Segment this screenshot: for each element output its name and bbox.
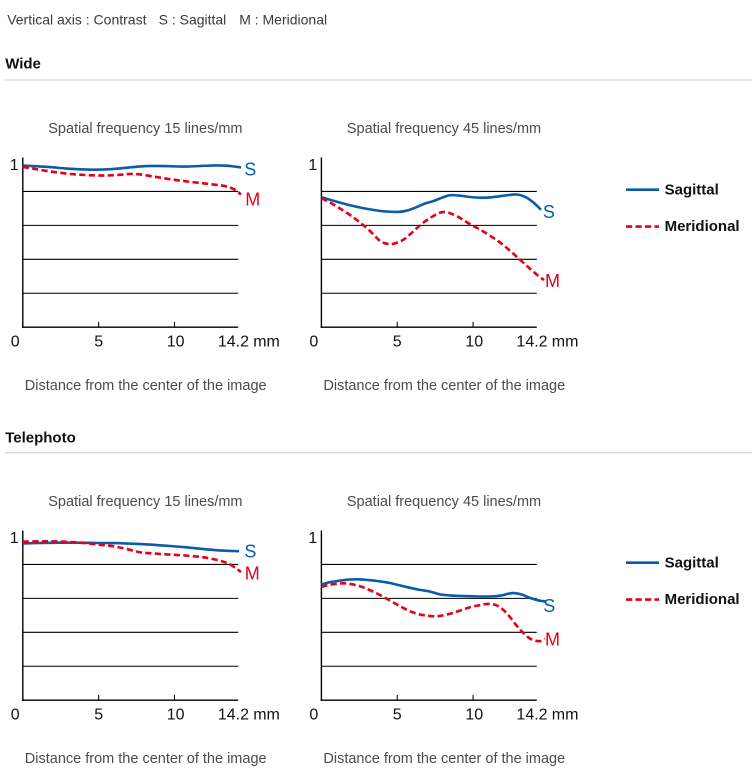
svg-text:1: 1 [10,157,19,174]
svg-text:S: S [244,542,256,562]
svg-text:Spatial frequency 45 lines/mm: Spatial frequency 45 lines/mm [347,494,541,510]
svg-text:14.2: 14.2 [218,706,249,723]
svg-text:M: M [245,563,260,583]
svg-text:5: 5 [393,706,402,723]
svg-text:14.2: 14.2 [516,706,547,723]
svg-text:M: M [245,190,260,210]
svg-text:Spatial frequency 15 lines/mm: Spatial frequency 15 lines/mm [48,494,242,510]
svg-text:Distance from the center of th: Distance from the center of the image [323,378,565,394]
svg-text:Distance from the center of th: Distance from the center of the image [25,378,267,394]
svg-text:Wide: Wide [5,56,41,73]
svg-text:14.2: 14.2 [516,333,547,350]
svg-text:5: 5 [94,333,103,350]
svg-text:5: 5 [94,706,103,723]
svg-text:10: 10 [465,706,483,723]
svg-text:Spatial frequency 15 lines/mm: Spatial frequency 15 lines/mm [48,121,242,137]
svg-text:0: 0 [11,706,20,723]
svg-text:S: S [543,596,555,616]
svg-text:0: 0 [11,333,20,350]
svg-text:M: M [545,630,560,650]
svg-text:mm: mm [552,706,579,723]
svg-text:10: 10 [167,333,185,350]
svg-text:mm: mm [253,706,280,723]
svg-text:1: 1 [308,530,317,547]
svg-text:mm: mm [253,333,280,350]
svg-text:S: S [543,202,555,222]
svg-text:Distance from the center of th: Distance from the center of the image [323,751,565,767]
svg-text:10: 10 [465,333,483,350]
svg-text:M: M [545,271,560,291]
svg-text:Vertical axis : Contrast: Vertical axis : Contrast [7,12,146,28]
svg-text:1: 1 [10,530,19,547]
svg-text:S: S [244,159,256,179]
svg-text:mm: mm [552,333,579,350]
svg-text:Sagittal: Sagittal [665,182,719,199]
svg-text:10: 10 [167,706,185,723]
svg-text:Spatial frequency 45 lines/mm: Spatial frequency 45 lines/mm [347,121,541,137]
svg-text:1: 1 [308,157,317,174]
svg-text:M : Meridional: M : Meridional [239,12,327,28]
svg-text:5: 5 [393,333,402,350]
svg-text:Telephoto: Telephoto [5,429,76,446]
svg-text:Meridional: Meridional [665,591,740,608]
svg-text:Distance from the center of th: Distance from the center of the image [25,751,267,767]
svg-text:S : Sagittal: S : Sagittal [159,12,227,28]
svg-text:0: 0 [309,333,318,350]
svg-text:0: 0 [309,706,318,723]
svg-text:Sagittal: Sagittal [665,555,719,572]
svg-text:14.2: 14.2 [218,333,249,350]
svg-text:Meridional: Meridional [665,218,740,235]
